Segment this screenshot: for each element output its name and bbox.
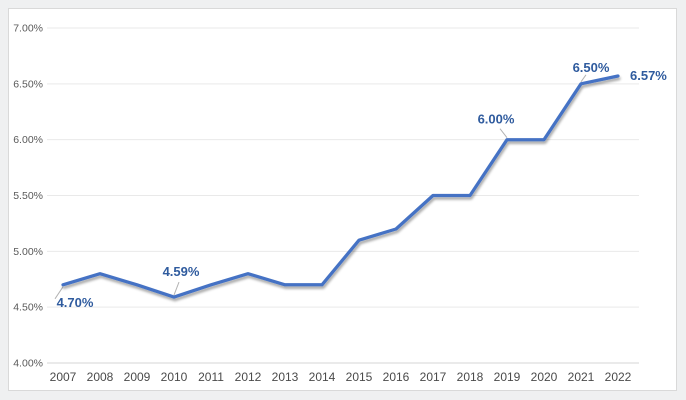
data-label: 6.50% [573,60,610,75]
data-label: 6.00% [478,112,515,127]
x-tick-label: 2014 [309,370,336,384]
x-tick-label: 2009 [124,370,151,384]
y-tick-label: 6.00% [13,134,43,146]
x-tick-label: 2018 [457,370,484,384]
data-labels: 4.70% 4.59% 6.00% 6.50% 6.57% [57,60,668,310]
data-label: 4.59% [163,264,200,279]
line-chart: 7.00% 6.50% 6.00% 5.50% 5.00% 4.50% 4.00% 2007… [13,23,668,385]
leader-line [580,74,587,83]
x-tick-label: 2019 [494,370,521,384]
leader-line [499,128,508,138]
data-label: 6.57% [630,68,667,83]
gridlines [47,27,639,364]
x-axis-labels: 2007 2008 2009 2010 2011 2012 2013 2014 2015 2016… [50,370,632,384]
y-tick-label: 5.50% [13,190,43,202]
leader-line [54,286,64,300]
x-tick-label: 2021 [568,370,595,384]
series-line [61,74,620,299]
x-tick-label: 2008 [87,370,114,384]
y-tick-label: 6.50% [13,78,43,90]
leader-line [173,281,180,296]
x-tick-label: 2017 [420,370,447,384]
rate-line [61,74,620,299]
leader-lines [54,74,587,300]
y-tick-label: 4.50% [13,302,43,314]
y-tick-label: 7.00% [13,23,43,35]
x-tick-label: 2020 [531,370,558,384]
y-tick-label: 4.00% [13,358,43,370]
x-tick-label: 2022 [605,370,632,384]
x-tick-label: 2012 [235,370,262,384]
data-label: 4.70% [57,295,94,310]
x-tick-label: 2011 [198,370,224,384]
x-tick-label: 2015 [346,370,373,384]
x-tick-label: 2013 [272,370,299,384]
y-tick-label: 5.00% [13,246,43,258]
x-tick-label: 2010 [161,370,188,384]
y-axis-labels: 7.00% 6.50% 6.00% 5.50% 5.00% 4.50% 4.00% [13,23,43,370]
x-tick-label: 2016 [383,370,410,384]
x-tick-label: 2007 [50,370,77,384]
chart-card: 7.00% 6.50% 6.00% 5.50% 5.00% 4.50% 4.00% 2007… [8,8,677,391]
